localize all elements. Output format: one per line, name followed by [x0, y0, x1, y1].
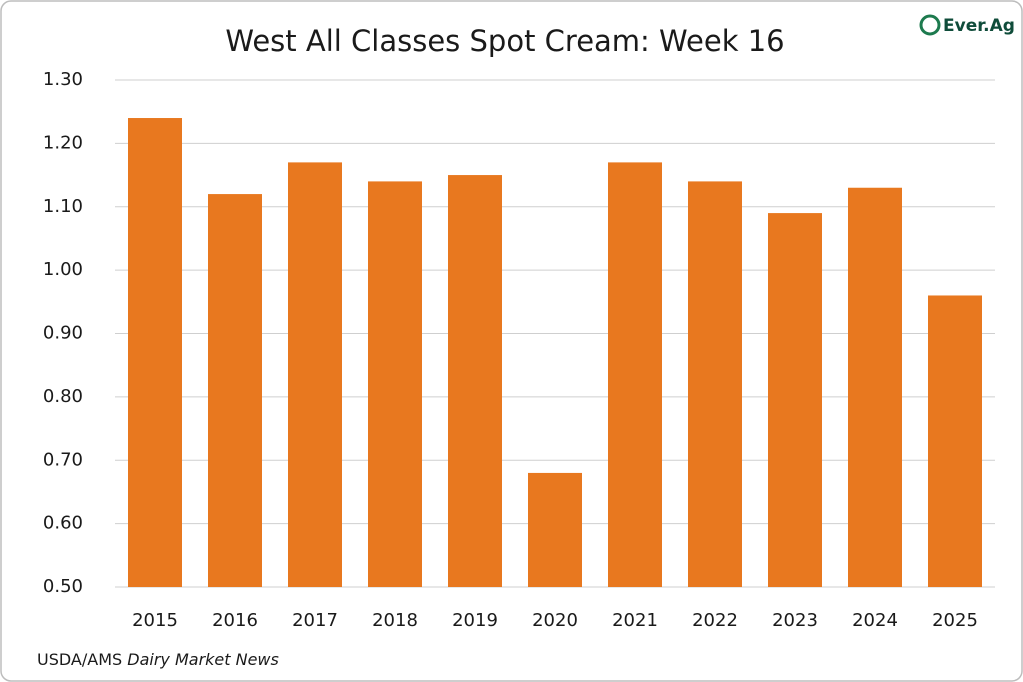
bar — [528, 472, 582, 587]
bar — [208, 194, 262, 587]
y-tick-label: 0.80 — [43, 386, 83, 407]
chart-title: West All Classes Spot Cream: Week 16 — [225, 24, 784, 58]
logo-icon — [919, 14, 941, 36]
bar — [448, 175, 502, 587]
logo: Ever.Ag — [919, 14, 1015, 36]
bar — [368, 181, 422, 587]
bar — [848, 187, 902, 588]
x-tick-label: 2023 — [772, 610, 818, 631]
x-tick-label: 2016 — [212, 610, 258, 631]
source-note: USDA/AMS Dairy Market News — [37, 650, 279, 669]
y-tick-label: 0.90 — [43, 323, 83, 344]
x-tick-label: 2018 — [372, 610, 418, 631]
bar — [928, 295, 982, 587]
y-tick-label: 0.60 — [43, 513, 83, 534]
x-tick-label: 2015 — [132, 610, 178, 631]
y-tick-label: 1.10 — [43, 196, 83, 217]
source: USDA/AMS — [37, 650, 122, 669]
x-tick-label: 2020 — [532, 610, 578, 631]
bar — [128, 118, 182, 588]
bar — [288, 162, 342, 587]
bar — [768, 213, 822, 587]
logo-text: Ever.Ag — [943, 16, 1015, 36]
x-tick-label: 2025 — [932, 610, 978, 631]
y-tick-label: 1.20 — [43, 132, 83, 153]
y-tick-label: 0.70 — [43, 449, 83, 470]
x-tick-label: 2017 — [292, 610, 338, 631]
y-tick-label: 1.30 — [43, 69, 83, 90]
x-tick-label: 2022 — [692, 610, 738, 631]
x-tick-label: 2019 — [452, 610, 498, 631]
x-tick-label: 2024 — [852, 610, 898, 631]
bar — [688, 181, 742, 587]
bar — [608, 162, 662, 587]
x-tick-label: 2021 — [612, 610, 658, 631]
source-emphasis: Dairy Market News — [127, 650, 279, 669]
y-tick-label: 1.00 — [43, 259, 83, 280]
y-tick-label: 0.50 — [43, 576, 83, 597]
